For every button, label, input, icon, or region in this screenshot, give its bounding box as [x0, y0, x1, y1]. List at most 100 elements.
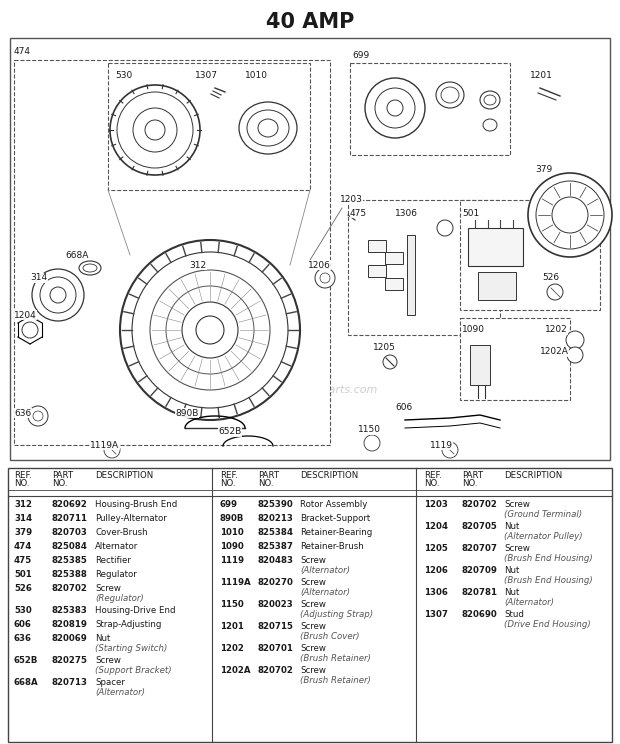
Ellipse shape	[441, 87, 459, 103]
Ellipse shape	[480, 91, 500, 109]
Circle shape	[28, 406, 48, 426]
Text: Regulator: Regulator	[95, 570, 137, 579]
Text: 820213: 820213	[258, 514, 294, 523]
Text: 820703: 820703	[52, 528, 88, 537]
Circle shape	[442, 442, 458, 458]
Circle shape	[182, 302, 238, 358]
Text: 825084: 825084	[52, 542, 88, 551]
Text: DESCRIPTION: DESCRIPTION	[300, 471, 358, 480]
Text: 820715: 820715	[258, 622, 294, 631]
Circle shape	[315, 268, 335, 288]
Text: Screw: Screw	[504, 500, 530, 509]
Text: 1090: 1090	[220, 542, 244, 551]
Bar	[385, 252, 403, 264]
Text: 1119A: 1119A	[90, 440, 119, 449]
Circle shape	[133, 108, 177, 152]
Text: Alternator: Alternator	[95, 542, 138, 551]
Text: (Alternator): (Alternator)	[300, 588, 350, 597]
Bar	[368, 265, 386, 277]
Text: (Alternator): (Alternator)	[300, 566, 350, 575]
Text: 1119: 1119	[430, 440, 453, 449]
Text: 1010: 1010	[245, 71, 268, 80]
Text: Screw: Screw	[95, 656, 121, 665]
Text: 825388: 825388	[52, 570, 88, 579]
Text: 1201: 1201	[220, 622, 244, 631]
Text: 1307: 1307	[424, 610, 448, 619]
Text: 1204: 1204	[424, 522, 448, 531]
Text: 1119: 1119	[220, 556, 244, 565]
Circle shape	[110, 85, 200, 175]
Text: REF.: REF.	[14, 471, 32, 480]
Text: Housing-Drive End: Housing-Drive End	[95, 606, 175, 615]
Text: Rectifier: Rectifier	[95, 556, 131, 565]
Text: PART: PART	[462, 471, 483, 480]
Text: 820705: 820705	[462, 522, 498, 531]
Text: 820819: 820819	[52, 620, 88, 629]
Ellipse shape	[484, 95, 496, 105]
Text: REF.: REF.	[424, 471, 441, 480]
Circle shape	[547, 284, 563, 300]
Text: Spacer: Spacer	[95, 678, 125, 687]
Text: Housing-Brush End: Housing-Brush End	[95, 500, 177, 509]
Bar	[460, 200, 600, 310]
Ellipse shape	[436, 82, 464, 108]
Circle shape	[437, 220, 453, 236]
Bar	[108, 63, 310, 190]
Text: 1206: 1206	[308, 260, 331, 269]
Text: (Alternator): (Alternator)	[95, 688, 145, 697]
Text: (Brush End Housing): (Brush End Housing)	[504, 576, 593, 585]
Text: Rotor Assembly: Rotor Assembly	[300, 500, 368, 509]
Text: Screw: Screw	[300, 622, 326, 631]
Text: 825387: 825387	[258, 542, 294, 551]
Text: Screw: Screw	[300, 600, 326, 609]
Bar	[8, 468, 612, 742]
Circle shape	[552, 197, 588, 233]
Text: 530: 530	[14, 606, 32, 615]
Text: 314: 314	[14, 514, 32, 523]
Ellipse shape	[83, 264, 97, 272]
Text: 820275: 820275	[52, 656, 88, 665]
Text: Screw: Screw	[300, 666, 326, 675]
Circle shape	[117, 92, 193, 168]
Text: 1202: 1202	[545, 326, 568, 335]
Bar	[460, 318, 570, 400]
Text: (Starting Switch): (Starting Switch)	[95, 644, 167, 653]
Circle shape	[166, 286, 254, 374]
Text: 474: 474	[14, 542, 32, 551]
Circle shape	[104, 442, 120, 458]
Circle shape	[32, 269, 84, 321]
Text: NO.: NO.	[258, 479, 273, 488]
Text: 668A: 668A	[65, 251, 89, 260]
Bar	[350, 63, 510, 155]
Text: Screw: Screw	[300, 578, 326, 587]
Text: 379: 379	[535, 165, 552, 175]
Text: 1307: 1307	[195, 71, 218, 80]
Text: Retainer-Brush: Retainer-Brush	[300, 542, 364, 551]
Text: 1010: 1010	[220, 528, 244, 537]
Text: 606: 606	[14, 620, 32, 629]
Bar	[478, 272, 516, 300]
Text: (Alternator): (Alternator)	[504, 598, 554, 607]
Circle shape	[375, 88, 415, 128]
Text: Nut: Nut	[504, 566, 520, 575]
Text: 820702: 820702	[462, 500, 498, 509]
Circle shape	[383, 355, 397, 369]
Bar	[10, 38, 610, 460]
Text: Cover-Brush: Cover-Brush	[95, 528, 148, 537]
Ellipse shape	[258, 119, 278, 137]
Circle shape	[528, 173, 612, 257]
Bar	[368, 240, 386, 252]
Text: 820702: 820702	[258, 666, 294, 675]
Text: (Brush Retainer): (Brush Retainer)	[300, 654, 371, 663]
Circle shape	[150, 270, 270, 390]
Text: 40 AMP: 40 AMP	[266, 12, 354, 32]
Bar	[407, 235, 415, 315]
Ellipse shape	[247, 110, 289, 146]
Text: DESCRIPTION: DESCRIPTION	[504, 471, 562, 480]
Circle shape	[50, 287, 66, 303]
Circle shape	[567, 347, 583, 363]
Text: NO.: NO.	[424, 479, 440, 488]
Text: Screw: Screw	[300, 644, 326, 653]
Text: (Regulator): (Regulator)	[95, 594, 144, 603]
Text: Stud: Stud	[504, 610, 524, 619]
